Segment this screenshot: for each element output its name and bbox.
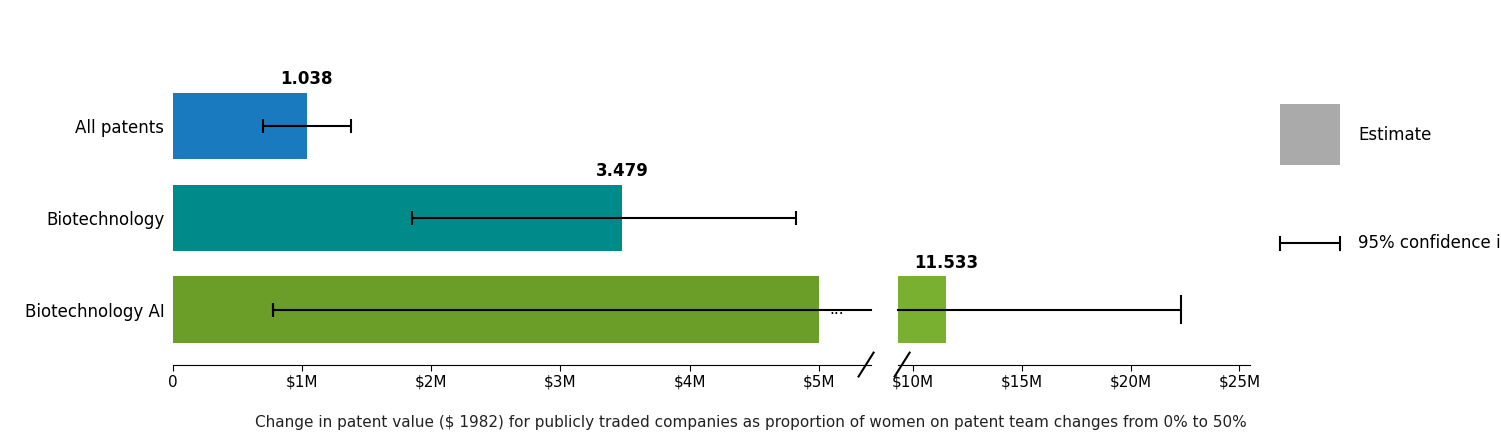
Bar: [173, 185, 623, 251]
Text: Change in patent value ($ 1982) for publicly traded companies as proportion of w: Change in patent value ($ 1982) for publ…: [255, 414, 1246, 430]
Bar: [173, 276, 820, 342]
Bar: [173, 93, 306, 159]
Text: 1.038: 1.038: [281, 70, 333, 89]
Text: 95% confidence interval: 95% confidence interval: [1358, 234, 1501, 252]
Text: Estimate: Estimate: [1358, 125, 1432, 144]
Text: 3.479: 3.479: [596, 162, 648, 180]
Bar: [695, 276, 946, 342]
Text: 11.533: 11.533: [914, 254, 979, 272]
Text: ...: ...: [829, 302, 844, 317]
